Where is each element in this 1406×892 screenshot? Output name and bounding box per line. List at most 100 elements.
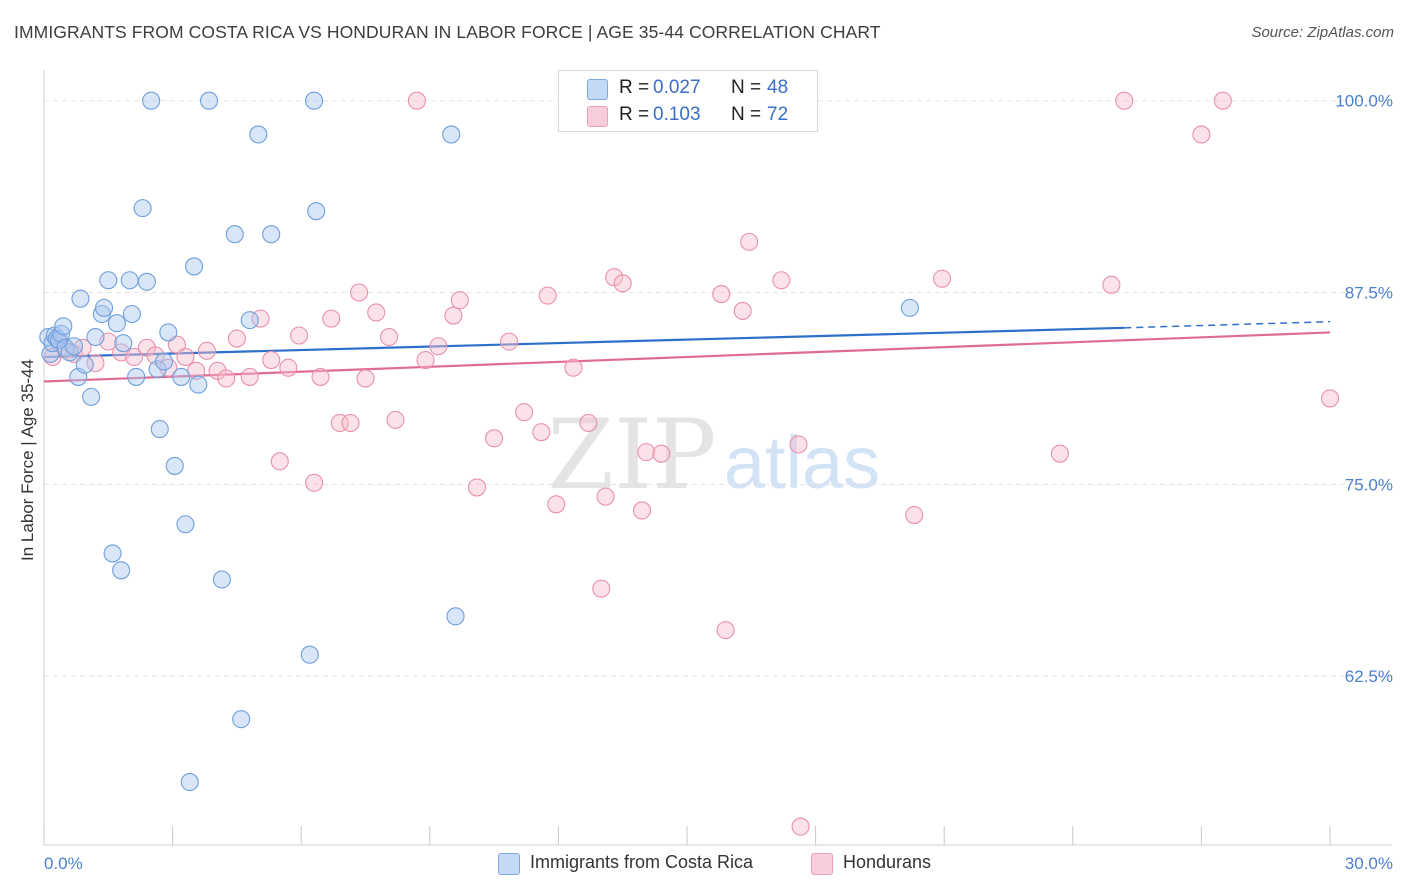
costa-rica-point <box>137 272 156 291</box>
watermark-atlas: atlas <box>724 421 880 504</box>
honduran-point <box>290 326 309 345</box>
honduran-point <box>532 423 551 442</box>
costa-rica-point <box>142 91 161 110</box>
honduran-point <box>596 487 615 506</box>
honduran-point <box>716 621 735 640</box>
legend-r-value: 0.103 <box>653 104 701 125</box>
honduran-point <box>652 444 671 463</box>
costa-rica-point <box>176 515 195 534</box>
honduran-point <box>467 478 487 497</box>
costa-rica-point <box>446 607 465 626</box>
costa-rica-point <box>199 91 219 110</box>
costa-rica-point <box>262 225 281 244</box>
watermark-zip: ZIP <box>547 399 716 511</box>
costa-rica-point <box>133 199 152 218</box>
costa-rica-point <box>189 375 208 394</box>
costa-rica-point <box>307 202 326 221</box>
costa-rica-point <box>99 271 118 290</box>
honduran-point <box>305 473 324 492</box>
y-tick-label: 75.0% <box>1345 475 1393 494</box>
honduran-point <box>515 403 534 422</box>
honduran-point <box>772 271 791 290</box>
legend-r-label: R = <box>619 77 650 98</box>
legend-r-label: R = <box>619 104 650 125</box>
costa-rica-point <box>120 271 139 290</box>
bottom-legend-label: Hondurans <box>843 852 932 872</box>
honduran-point <box>386 410 405 429</box>
honduran-point <box>167 335 186 354</box>
honduran-point <box>407 91 426 110</box>
costa-rica-point <box>94 298 114 317</box>
costa-rica-point <box>86 327 105 347</box>
honduran-point <box>637 443 656 462</box>
legend-swatch-pink <box>587 106 608 127</box>
costa-rica-point <box>103 544 122 563</box>
trend-lines <box>43 320 1331 383</box>
honduran-point <box>322 309 341 328</box>
honduran-point <box>1102 275 1121 294</box>
y-axis-label: In Labor Force | Age 35-44 <box>18 359 37 561</box>
bottom-legend-swatch-blue <box>498 853 520 875</box>
source-credit: Source: ZipAtlas.com <box>1251 24 1394 41</box>
costa-rica-point <box>159 323 178 342</box>
y-tick-label: 87.5% <box>1345 284 1393 303</box>
honduran-point <box>1320 389 1340 408</box>
costa-rica-point <box>127 367 146 386</box>
honduran-point <box>380 327 399 347</box>
tick-labels: 62.5% 75.0% 87.5% 100.0% 0.0% 30.0% <box>44 92 1393 873</box>
honduran-point <box>240 367 259 386</box>
honduran-point <box>500 332 519 351</box>
legend-n-value: 72 <box>767 104 789 125</box>
costa-rica-point <box>184 257 204 276</box>
honduran-point <box>262 350 281 370</box>
costa-rica-point <box>165 456 184 475</box>
honduran-point <box>270 452 289 471</box>
costa-rica-point <box>75 355 94 374</box>
honduran-point <box>450 291 469 310</box>
honduran-point <box>429 337 448 356</box>
x-tick-label: 0.0% <box>44 854 83 873</box>
honduran-point <box>367 303 386 322</box>
costa-rica-point <box>71 289 90 308</box>
honduran-point <box>330 413 349 433</box>
honduran-point <box>1050 444 1069 463</box>
honduran-point <box>197 341 216 360</box>
honduran-trend-line <box>43 331 1331 383</box>
honduran-point <box>1213 91 1232 110</box>
costa-rica-point <box>150 420 169 439</box>
honduran-point <box>592 579 611 598</box>
honduran-point <box>485 429 504 448</box>
costa-rica-point <box>225 225 244 244</box>
honduran-point <box>341 413 360 433</box>
costa-rica-point <box>52 324 71 344</box>
honduran-point <box>613 274 632 293</box>
chart-title: IMMIGRANTS FROM COSTA RICA VS HONDURAN I… <box>14 22 881 42</box>
honduran-point <box>279 358 298 377</box>
y-tick-label: 62.5% <box>1345 667 1393 686</box>
honduran-point <box>227 329 246 348</box>
bottom-legend-swatch-pink <box>811 853 833 875</box>
costa-rica-trend-line <box>43 326 1125 359</box>
bottom-legend-label: Immigrants from Costa Rica <box>530 852 754 872</box>
honduran-point <box>356 369 375 388</box>
honduran-point <box>791 817 810 836</box>
honduran-point <box>712 285 731 304</box>
costa-rica-point <box>122 304 141 324</box>
costa-rica-point <box>107 314 126 333</box>
costa-rica-point <box>154 352 174 371</box>
costa-rica-point <box>249 125 268 144</box>
legend-n-value: 48 <box>767 77 789 98</box>
honduran-point <box>632 501 652 520</box>
honduran-point <box>547 495 566 514</box>
costa-rica-point <box>64 337 84 356</box>
costa-rica-point <box>232 710 251 729</box>
costa-rica-point <box>442 125 461 144</box>
honduran-point <box>444 306 463 325</box>
legend-swatch-blue <box>587 79 608 100</box>
costa-rica-point <box>114 334 133 353</box>
costa-rica-trend-extension <box>1124 320 1331 329</box>
honduran-point <box>579 413 598 433</box>
honduran-point <box>933 269 952 288</box>
honduran-point <box>789 435 808 454</box>
